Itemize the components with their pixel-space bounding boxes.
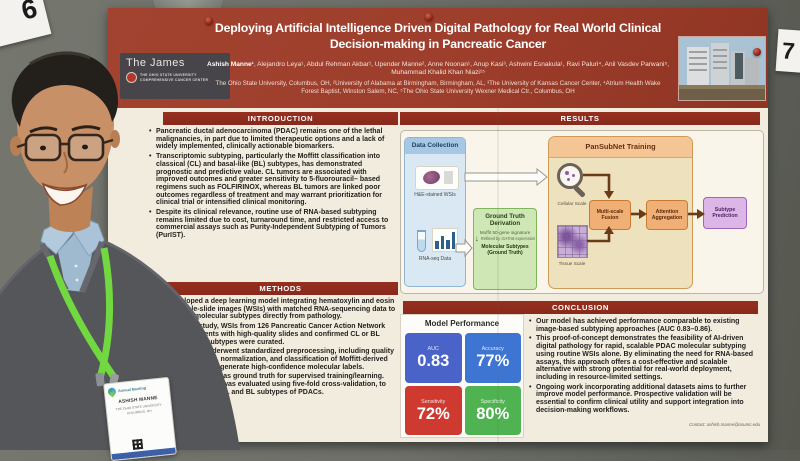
conference-badge: Annual Meeting ASHISH MANNE THE OHIO STA… [103, 376, 177, 461]
ground-truth-title: Ground Truth Derivation [485, 213, 525, 227]
down-arrow-icon: ↓ [474, 234, 479, 244]
tissue-scale-label: Tissue Scale [558, 261, 586, 266]
rna-label: RNA-seq Data [418, 256, 452, 262]
conclusion-text: Our model has achieved performance compa… [528, 318, 760, 416]
introduction-header: INTRODUCTION [163, 112, 398, 125]
university-seal-icon [126, 72, 137, 83]
gene-signature-label: Moffit 50-gene signature [479, 230, 531, 235]
research-poster: The James THE OHIO STATE UNIVERSITY COMP… [108, 8, 768, 442]
pushpin-icon [205, 17, 213, 25]
bar-chart-icon [432, 228, 458, 252]
poster-affiliations: The Ohio State University, Columbus, OH,… [215, 80, 661, 95]
metric-sensitivity: Sensitivity 72% [405, 385, 462, 435]
board-number-right: 7 [775, 29, 800, 73]
poster-authors: Ashish Manne¹, Alejandro Leya¹, Abdul Re… [206, 61, 670, 76]
conclusion-header: CONCLUSION [403, 301, 758, 314]
james-logo-title: The James [126, 57, 185, 69]
ear-right [110, 130, 120, 148]
attention-aggregation-node: Attention Aggregation [646, 200, 688, 230]
pansubnet-title: PanSubNet Training [549, 137, 692, 158]
methods-text: We developed a deep learning model integ… [148, 298, 398, 398]
presenter [0, 51, 240, 450]
intro-bullet: Despite its clinical relevance, routine … [148, 209, 396, 240]
lanyard-clip [95, 372, 105, 387]
james-logo-line2: THE OHIO STATE UNIVERSITY [140, 73, 197, 78]
shirt [58, 234, 92, 292]
intro-bullet: Pancreatic ductal adenocarcinoma (PDAC) … [148, 128, 396, 151]
poster-crease [497, 108, 499, 442]
badge-event: Annual Meeting [117, 386, 147, 393]
james-logo: The James THE OHIO STATE UNIVERSITY COMP… [120, 53, 230, 99]
introduction-text: Pancreatic ductal adenocarcinoma (PDAC) … [148, 128, 396, 242]
cellular-scale-label: Cellular Scale [557, 201, 587, 206]
poster-title: Deploying Artificial Intelligence Driven… [214, 21, 662, 51]
methods-header: METHODS [163, 282, 398, 295]
model-performance-title: Model Performance [424, 319, 500, 328]
hne-label: H&E-stained WSIs [414, 192, 456, 198]
lanyard [46, 247, 119, 383]
model-performance-panel: Model Performance AUC 0.83 Accuracy 77% … [400, 314, 524, 438]
conclusion-bullet: Our model has achieved performance compa… [528, 318, 760, 333]
diagram-arrows [455, 167, 705, 258]
smile [41, 182, 88, 206]
hne-slide-icon [415, 166, 459, 190]
hair [11, 51, 119, 127]
refine-label: Refined by GATA6 expression [480, 236, 536, 242]
metric-specificity: Specificity 80% [464, 385, 521, 435]
results-header: RESULTS [400, 112, 760, 125]
results-diagram: Data Collection H&E-stained WSIs RNA-seq… [400, 130, 764, 294]
ground-truth-box: Ground Truth Derivation Moffit 50-gene s… [473, 208, 537, 290]
badge-logo-icon [106, 386, 118, 398]
molecular-subtypes-label: Molecular Subtypes (Ground Truth) [481, 244, 529, 257]
data-collection-box: Data Collection H&E-stained WSIs RNA-seq… [404, 137, 466, 287]
metric-accuracy: Accuracy 77% [464, 333, 521, 383]
face [17, 74, 115, 196]
data-collection-title: Data Collection [405, 138, 465, 154]
magnifier-icon [557, 163, 583, 189]
badge-stripe [111, 447, 176, 461]
pansubnet-box: PanSubNet Training Cellular Scale Tissue… [548, 136, 693, 289]
pushpin-icon [753, 48, 761, 56]
conclusion-bullet: Ongoing work incorporating additional da… [528, 384, 760, 415]
eyebrow-left [29, 126, 58, 134]
contact-line: Contact: ashish.manne@osumc.edu [689, 422, 760, 427]
conclusion-bullet: This proof-of-concept demonstrates the f… [528, 335, 760, 381]
subtype-prediction-node: Subtype Prediction [703, 197, 747, 229]
building-photo [678, 36, 766, 101]
ear-left [10, 136, 22, 156]
nose [63, 151, 68, 174]
rna-tube-icon [417, 230, 426, 252]
metric-auc: AUC 0.83 [405, 333, 462, 383]
james-logo-line3: COMPREHENSIVE CANCER CENTER [140, 77, 209, 82]
badge-qr-code [132, 438, 144, 450]
intro-bullet: Transcriptomic subtyping, particularly t… [148, 153, 396, 207]
eyebrow-right [71, 125, 101, 132]
pushpin-icon [425, 13, 433, 21]
tissue-patch-icon [557, 225, 588, 258]
poster-title-band: The James THE OHIO STATE UNIVERSITY COMP… [108, 8, 768, 108]
